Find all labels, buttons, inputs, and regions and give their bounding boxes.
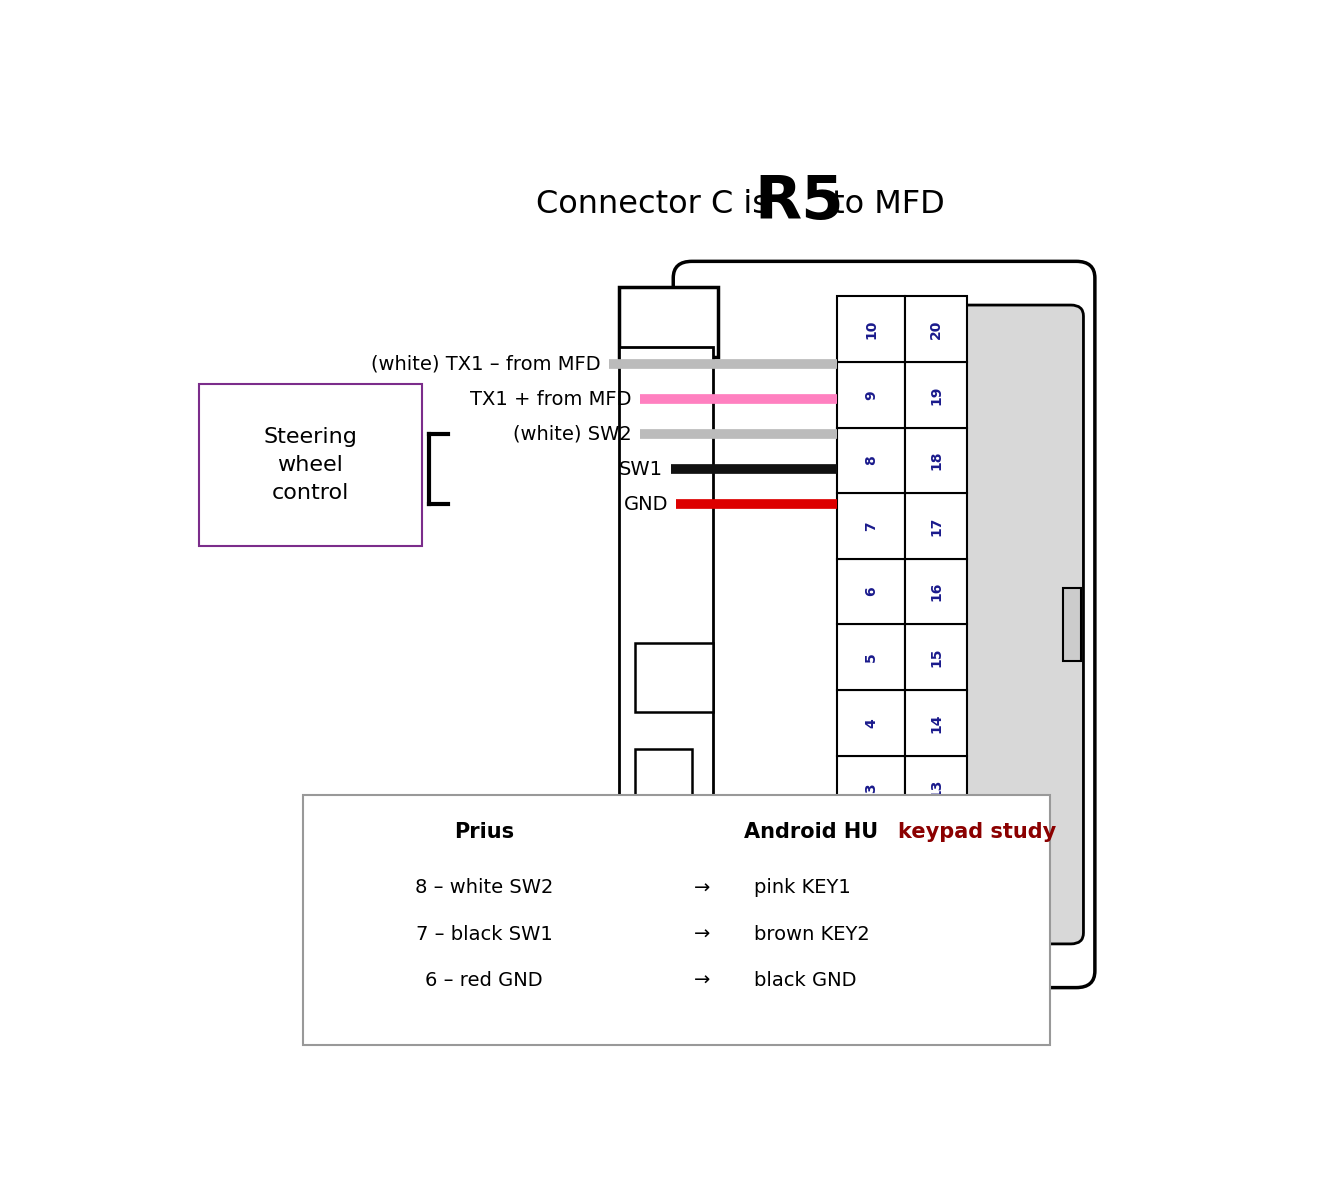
Text: 13: 13 (929, 779, 943, 798)
Bar (905, 362, 967, 427)
Text: 11: 11 (929, 910, 943, 930)
Bar (905, 427, 967, 493)
Text: 17: 17 (929, 516, 943, 535)
Text: 18: 18 (929, 451, 943, 470)
FancyBboxPatch shape (954, 305, 1084, 944)
Bar (635, 643, 713, 713)
Text: 6: 6 (864, 587, 878, 596)
Bar (838, 624, 904, 690)
Bar (655, 856, 713, 958)
Bar (838, 756, 904, 821)
Text: 12: 12 (929, 845, 943, 864)
Bar (838, 493, 904, 559)
Text: (white) TX1 – from MFD: (white) TX1 – from MFD (371, 354, 600, 373)
Bar (619, 287, 718, 356)
Bar (905, 624, 967, 690)
Text: 2: 2 (864, 850, 878, 859)
Bar (905, 493, 967, 559)
Text: 16: 16 (929, 582, 943, 601)
Text: 3: 3 (864, 784, 878, 793)
Text: brown KEY2: brown KEY2 (754, 924, 870, 943)
Text: 14: 14 (929, 713, 943, 733)
Text: 9: 9 (864, 390, 878, 400)
Text: 10: 10 (864, 319, 878, 338)
Bar (1063, 588, 1081, 661)
Text: →: → (694, 878, 710, 898)
Bar (838, 559, 904, 624)
Text: to MFD: to MFD (821, 188, 945, 220)
Bar (905, 559, 967, 624)
Text: R5: R5 (754, 173, 844, 232)
Bar (905, 690, 967, 756)
Text: 15: 15 (929, 648, 943, 667)
Text: 4: 4 (864, 718, 878, 727)
Text: keypad study: keypad study (898, 822, 1056, 842)
Bar (905, 756, 967, 821)
Text: SW1: SW1 (619, 460, 663, 479)
Bar (198, 384, 422, 546)
Text: GND: GND (623, 494, 669, 514)
Text: 7: 7 (864, 521, 878, 530)
Bar (905, 887, 967, 953)
Bar (619, 347, 713, 958)
Text: pink KEY1: pink KEY1 (754, 878, 851, 898)
Bar (635, 749, 691, 833)
Bar (905, 296, 967, 362)
Text: 20: 20 (929, 319, 943, 338)
FancyBboxPatch shape (673, 262, 1095, 988)
Bar (838, 690, 904, 756)
Text: 6 – red GND: 6 – red GND (425, 971, 543, 990)
Text: Connector C is: Connector C is (536, 188, 780, 220)
Text: 5: 5 (864, 653, 878, 662)
Bar (838, 362, 904, 427)
Bar (838, 887, 904, 953)
Text: 1: 1 (864, 914, 878, 924)
Text: (white) SW2: (white) SW2 (513, 425, 631, 444)
Text: Steering
wheel
control: Steering wheel control (264, 427, 358, 503)
Text: →: → (694, 924, 710, 943)
Text: black GND: black GND (754, 971, 856, 990)
Bar (303, 796, 1051, 1045)
Bar (838, 296, 904, 362)
Bar (838, 427, 904, 493)
Text: 19: 19 (929, 385, 943, 404)
Bar (838, 821, 904, 887)
Text: 8 – white SW2: 8 – white SW2 (415, 878, 553, 898)
Text: →: → (694, 971, 710, 990)
Text: TX1 + from MFD: TX1 + from MFD (470, 390, 631, 408)
Text: Android HU: Android HU (744, 822, 886, 842)
Bar (905, 821, 967, 887)
Text: 8: 8 (864, 456, 878, 466)
Text: 7 – black SW1: 7 – black SW1 (415, 924, 552, 943)
Text: Prius: Prius (454, 822, 515, 842)
